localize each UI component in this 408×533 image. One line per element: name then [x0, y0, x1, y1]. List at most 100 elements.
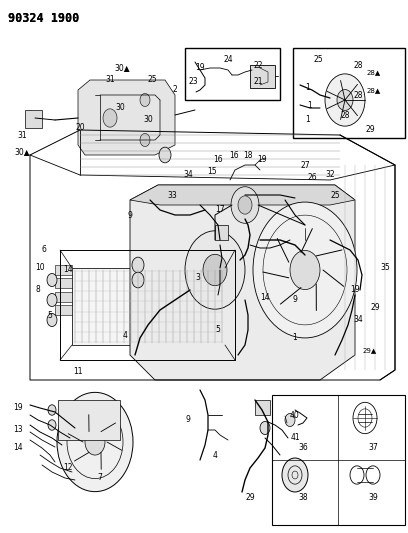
- Text: 35: 35: [380, 263, 390, 272]
- Text: 9: 9: [186, 416, 191, 424]
- Circle shape: [238, 196, 252, 214]
- Text: 22: 22: [253, 61, 263, 69]
- Text: 90324 1900: 90324 1900: [8, 12, 79, 25]
- Text: 4: 4: [213, 450, 217, 459]
- Circle shape: [57, 392, 133, 491]
- Text: 6: 6: [42, 246, 47, 254]
- Text: 27: 27: [300, 160, 310, 169]
- Circle shape: [47, 294, 57, 306]
- Bar: [72, 268, 225, 345]
- Circle shape: [47, 273, 57, 287]
- Text: 25: 25: [147, 76, 157, 85]
- Bar: [255, 400, 270, 415]
- Text: 1: 1: [306, 84, 310, 93]
- Text: 33: 33: [167, 190, 177, 199]
- Polygon shape: [78, 80, 175, 155]
- Text: 7: 7: [98, 473, 102, 482]
- Bar: [55, 278, 72, 288]
- Text: 12: 12: [63, 464, 73, 472]
- Text: 11: 11: [73, 367, 83, 376]
- Polygon shape: [130, 185, 355, 380]
- Text: 30: 30: [143, 116, 153, 125]
- Text: 30▲: 30▲: [114, 63, 130, 72]
- Text: 18: 18: [243, 150, 253, 159]
- Text: 16: 16: [213, 156, 223, 165]
- Circle shape: [231, 187, 259, 223]
- Text: 39: 39: [368, 494, 378, 503]
- Circle shape: [132, 257, 144, 273]
- Circle shape: [48, 405, 56, 415]
- Circle shape: [185, 231, 245, 309]
- Circle shape: [260, 422, 270, 434]
- Circle shape: [103, 109, 117, 127]
- Text: 28▲: 28▲: [367, 69, 381, 75]
- Text: 26: 26: [307, 174, 317, 182]
- Bar: [250, 65, 275, 88]
- Text: 19: 19: [350, 286, 360, 295]
- Text: 1: 1: [293, 334, 297, 343]
- Bar: [272, 395, 405, 525]
- Text: 28▲: 28▲: [367, 87, 381, 93]
- Bar: [293, 48, 405, 138]
- Text: 30: 30: [115, 103, 125, 112]
- Polygon shape: [130, 185, 355, 205]
- Text: 5: 5: [48, 311, 53, 320]
- Text: 38: 38: [298, 494, 308, 503]
- Text: 16: 16: [229, 150, 239, 159]
- Circle shape: [140, 93, 150, 107]
- Text: 14: 14: [13, 443, 23, 453]
- Text: 24: 24: [223, 55, 233, 64]
- Text: 28: 28: [353, 61, 363, 69]
- Text: 4: 4: [122, 330, 127, 340]
- Text: 28: 28: [353, 92, 363, 101]
- Text: 19: 19: [13, 403, 23, 413]
- Circle shape: [140, 133, 150, 147]
- Text: 9: 9: [128, 211, 133, 220]
- Bar: [215, 225, 228, 240]
- Bar: [55, 305, 72, 315]
- Text: 20: 20: [75, 124, 85, 133]
- Text: 19: 19: [195, 63, 205, 72]
- Text: 8: 8: [35, 286, 40, 295]
- Circle shape: [132, 272, 144, 288]
- Circle shape: [47, 313, 57, 327]
- Text: 1: 1: [308, 101, 313, 109]
- Text: 90324 1900: 90324 1900: [8, 12, 79, 25]
- Text: 25: 25: [330, 190, 340, 199]
- Text: 10: 10: [35, 263, 45, 272]
- Text: 25: 25: [313, 55, 323, 64]
- Circle shape: [253, 202, 357, 338]
- Text: 14: 14: [260, 294, 270, 303]
- Text: 32: 32: [325, 171, 335, 180]
- Bar: [185, 48, 280, 100]
- Bar: [58, 400, 120, 440]
- Bar: [55, 265, 72, 275]
- Text: 23: 23: [188, 77, 198, 86]
- Text: 31: 31: [17, 131, 27, 140]
- Text: 31: 31: [105, 76, 115, 85]
- Text: 13: 13: [13, 425, 23, 434]
- Text: 34: 34: [353, 316, 363, 325]
- Circle shape: [285, 414, 295, 426]
- Text: 19: 19: [257, 156, 267, 165]
- Circle shape: [203, 254, 227, 286]
- Text: 29: 29: [245, 494, 255, 503]
- Text: 29: 29: [365, 125, 375, 134]
- Bar: [25, 110, 42, 128]
- Circle shape: [282, 458, 308, 492]
- Text: 1: 1: [306, 116, 310, 125]
- Bar: [55, 292, 72, 302]
- Text: 41: 41: [290, 433, 300, 442]
- Text: 29▲: 29▲: [363, 347, 377, 353]
- Text: 34: 34: [183, 171, 193, 180]
- Circle shape: [48, 420, 56, 430]
- Text: 14: 14: [63, 265, 73, 274]
- Text: 40: 40: [290, 410, 300, 419]
- Circle shape: [159, 147, 171, 163]
- Text: 29: 29: [370, 303, 380, 312]
- Circle shape: [290, 251, 320, 289]
- Text: 28: 28: [340, 110, 350, 119]
- Text: 30▲: 30▲: [14, 148, 30, 157]
- Text: 9: 9: [293, 295, 297, 304]
- Text: 5: 5: [215, 326, 220, 335]
